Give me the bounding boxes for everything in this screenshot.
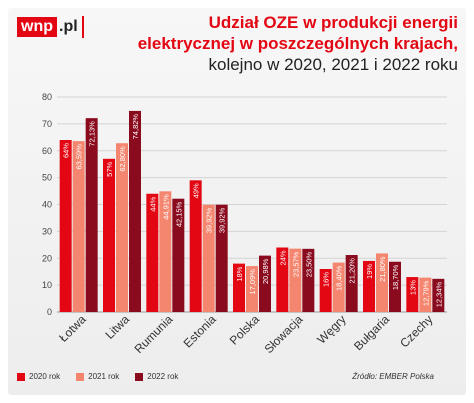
data-label: 17,09% bbox=[248, 269, 257, 295]
data-label: 42,15% bbox=[174, 201, 183, 227]
x-tick-label: Czechy bbox=[397, 312, 435, 350]
bar bbox=[332, 262, 345, 312]
data-label: 49% bbox=[192, 183, 201, 198]
bar bbox=[389, 261, 401, 312]
bar bbox=[276, 247, 289, 312]
data-label: 74,82% bbox=[131, 114, 140, 140]
title-line-1: Udział OZE w produkcji energii bbox=[208, 13, 458, 32]
data-label: 24% bbox=[278, 250, 287, 265]
bar bbox=[202, 204, 215, 312]
legend-swatch-2021 bbox=[76, 372, 85, 381]
y-tick-label: 70 bbox=[42, 119, 52, 129]
x-tick-label: Łotwa bbox=[56, 312, 89, 345]
data-label: 13% bbox=[408, 280, 417, 295]
wnp-logo: wnp .pl bbox=[17, 16, 84, 38]
data-label: 18,70% bbox=[391, 264, 400, 290]
bar bbox=[246, 266, 258, 312]
logo-divider bbox=[81, 16, 84, 38]
bar bbox=[259, 255, 271, 312]
bar bbox=[432, 278, 445, 312]
data-label: 18,40% bbox=[335, 265, 344, 291]
bar bbox=[289, 248, 302, 312]
legend-item-2022: 2022 rok bbox=[135, 372, 178, 381]
bar bbox=[376, 253, 388, 312]
chart-title: Udział OZE w produkcji energii elektrycz… bbox=[138, 12, 458, 75]
logo-suffix: .pl bbox=[59, 18, 78, 35]
source-note: Źródło: EMBER Polska bbox=[352, 372, 434, 381]
data-label: 44% bbox=[148, 196, 157, 211]
data-label: 57% bbox=[105, 161, 114, 176]
data-label: 19% bbox=[365, 264, 374, 279]
data-label: 21,80% bbox=[378, 256, 387, 282]
data-label: 39,92% bbox=[218, 207, 227, 233]
bar bbox=[146, 193, 159, 312]
data-label: 12,34% bbox=[434, 282, 443, 308]
x-tick-label: Polska bbox=[227, 312, 263, 348]
legend-swatch-2020 bbox=[17, 372, 25, 381]
legend-item-2020: 2020 rok bbox=[17, 372, 60, 381]
data-label: 62,80% bbox=[118, 146, 127, 172]
bar bbox=[116, 143, 128, 312]
bar bbox=[215, 204, 228, 312]
title-line-3: kolejno w 2020, 2021 i 2022 roku bbox=[208, 55, 458, 74]
data-label: 44,91% bbox=[161, 194, 170, 220]
bar bbox=[419, 277, 432, 312]
y-tick-label: 10 bbox=[42, 280, 52, 290]
bar bbox=[172, 198, 185, 312]
data-label: 16% bbox=[322, 272, 331, 287]
bar bbox=[319, 269, 332, 312]
bar bbox=[302, 248, 315, 312]
data-label: 21,20% bbox=[348, 258, 357, 284]
legend-swatch-2022 bbox=[135, 372, 144, 381]
y-tick-label: 30 bbox=[42, 226, 52, 236]
bar bbox=[189, 180, 202, 312]
bar bbox=[233, 263, 245, 312]
x-tick-label: Słowacja bbox=[262, 312, 306, 356]
data-label: 23,57% bbox=[291, 251, 300, 277]
data-label: 72,13% bbox=[88, 121, 97, 147]
legend-label-2022: 2022 rok bbox=[147, 372, 179, 381]
bar bbox=[406, 277, 419, 312]
y-tick-label: 40 bbox=[42, 200, 52, 210]
x-tick-label: Estonia bbox=[181, 312, 219, 350]
data-label: 64% bbox=[62, 143, 71, 158]
x-tick-label: Litwa bbox=[102, 312, 132, 342]
data-label: 12,79% bbox=[421, 280, 430, 306]
legend-label-2020: 2020 rok bbox=[29, 372, 61, 381]
bar bbox=[72, 141, 85, 312]
legend-item-2021: 2021 rok bbox=[76, 372, 119, 381]
y-tick-label: 80 bbox=[42, 92, 52, 102]
x-tick-label: Bułgaria bbox=[351, 312, 392, 353]
data-label: 20,98% bbox=[261, 258, 270, 284]
bar bbox=[129, 110, 141, 312]
title-line-2: elektrycznej w poszczególnych krajach, bbox=[137, 34, 458, 53]
y-tick-label: 60 bbox=[42, 146, 52, 156]
bar bbox=[103, 158, 115, 312]
x-tick-label: Węgry bbox=[314, 312, 348, 346]
data-label: 23,50% bbox=[304, 252, 313, 278]
legend: 2020 rok 2021 rok 2022 rok bbox=[17, 372, 178, 381]
bar bbox=[345, 255, 358, 312]
data-label: 18% bbox=[235, 266, 244, 281]
x-tick-label: Rumunia bbox=[132, 312, 176, 356]
logo-box: wnp bbox=[17, 17, 57, 37]
data-label: 63,59% bbox=[75, 144, 84, 170]
legend-label-2021: 2021 rok bbox=[88, 372, 120, 381]
bar bbox=[85, 118, 98, 312]
y-tick-label: 0 bbox=[47, 307, 52, 317]
bar bbox=[159, 191, 172, 312]
data-label: 39,92% bbox=[205, 207, 214, 233]
bar bbox=[59, 140, 72, 312]
y-tick-label: 50 bbox=[42, 173, 52, 183]
bar bbox=[363, 260, 375, 312]
y-tick-label: 20 bbox=[42, 253, 52, 263]
